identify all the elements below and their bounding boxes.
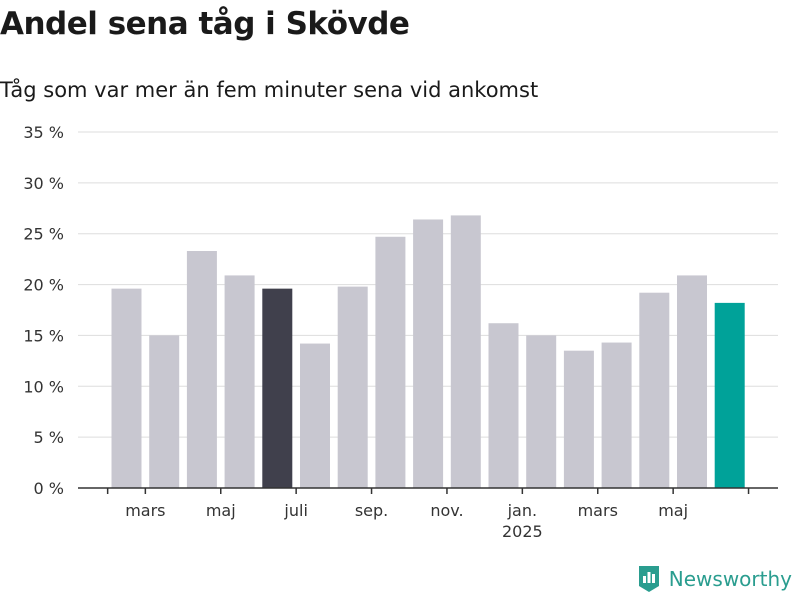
bar (149, 335, 180, 488)
y-tick-label: 20 % (23, 276, 64, 295)
bar (601, 342, 632, 488)
y-tick-label: 25 % (23, 225, 64, 244)
y-tick-label: 30 % (23, 174, 64, 193)
bar (677, 275, 707, 488)
bar (186, 251, 217, 488)
x-axis: mars maj juli sep. nov. jan. 2025 mars maj (78, 487, 778, 541)
bar (262, 288, 293, 488)
y-tick-label: 10 % (23, 377, 64, 396)
y-tick-label: 0 % (34, 479, 64, 498)
y-axis-tick-labels: 0 % 5 % 10 % 15 % 20 % 25 % 30 % 35 % (23, 123, 64, 498)
brand-name: Newsworthy (668, 567, 792, 591)
bar (563, 350, 594, 488)
brand-logo: Newsworthy (637, 564, 792, 594)
bar (526, 335, 557, 488)
chart-title: Andel sena tåg i Skövde (0, 6, 410, 42)
bar-chart-badge-icon (638, 566, 659, 592)
bar (111, 288, 142, 488)
x-tick-label: jan. (507, 501, 537, 520)
x-tick-label: maj (658, 501, 688, 520)
bars (111, 215, 745, 489)
x-tick-label: maj (206, 501, 236, 520)
bar (224, 275, 255, 488)
bar (450, 215, 481, 489)
x-tick-label: mars (125, 501, 165, 520)
x-tick-label: nov. (430, 501, 463, 520)
bar (300, 343, 330, 488)
bar (714, 302, 745, 488)
y-tick-label: 15 % (23, 326, 64, 345)
y-tick-label: 5 % (34, 428, 64, 447)
bar (375, 236, 406, 488)
chart-subtitle: Tåg som var mer än fem minuter sena vid … (0, 78, 539, 102)
bar-chart: 0 % 5 % 10 % 15 % 20 % 25 % 30 % 35 % mars maj ju… (23, 123, 778, 541)
bar (413, 219, 444, 488)
x-tick-label: sep. (355, 501, 388, 520)
x-tick-label: juli (283, 501, 307, 520)
bar (488, 323, 519, 488)
bar (337, 286, 368, 488)
y-tick-label: 35 % (23, 123, 64, 142)
x-tick-year-label: 2025 (502, 522, 543, 541)
x-tick-label: mars (578, 501, 618, 520)
bar (639, 292, 670, 488)
